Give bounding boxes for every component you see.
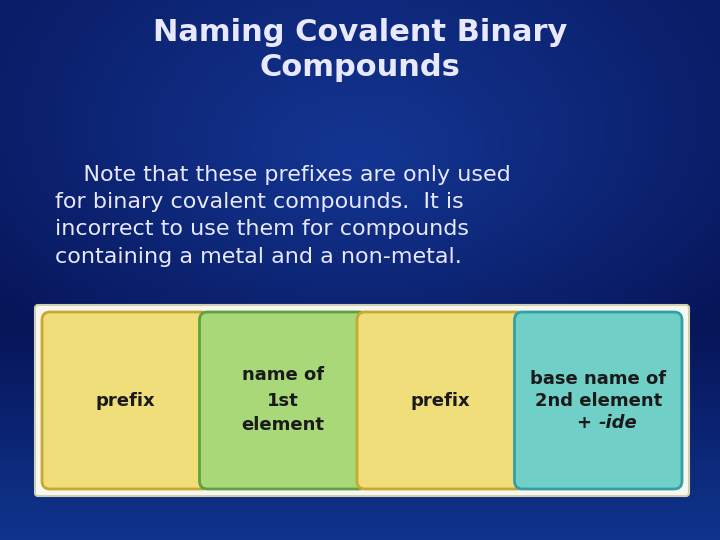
FancyBboxPatch shape: [35, 305, 689, 496]
Text: 2nd element: 2nd element: [535, 392, 662, 409]
Text: -ide: -ide: [598, 414, 637, 431]
FancyBboxPatch shape: [515, 312, 682, 489]
FancyBboxPatch shape: [42, 312, 210, 489]
Text: prefix: prefix: [96, 392, 156, 409]
Text: name of
1st
element: name of 1st element: [242, 367, 325, 435]
FancyBboxPatch shape: [357, 312, 524, 489]
Text: Note that these prefixes are only used
for binary covalent compounds.  It is
inc: Note that these prefixes are only used f…: [55, 165, 510, 267]
FancyBboxPatch shape: [199, 312, 367, 489]
Text: prefix: prefix: [411, 392, 471, 409]
Text: +: +: [577, 414, 598, 431]
Text: Naming Covalent Binary
Compounds: Naming Covalent Binary Compounds: [153, 18, 567, 82]
Text: base name of: base name of: [530, 369, 666, 388]
